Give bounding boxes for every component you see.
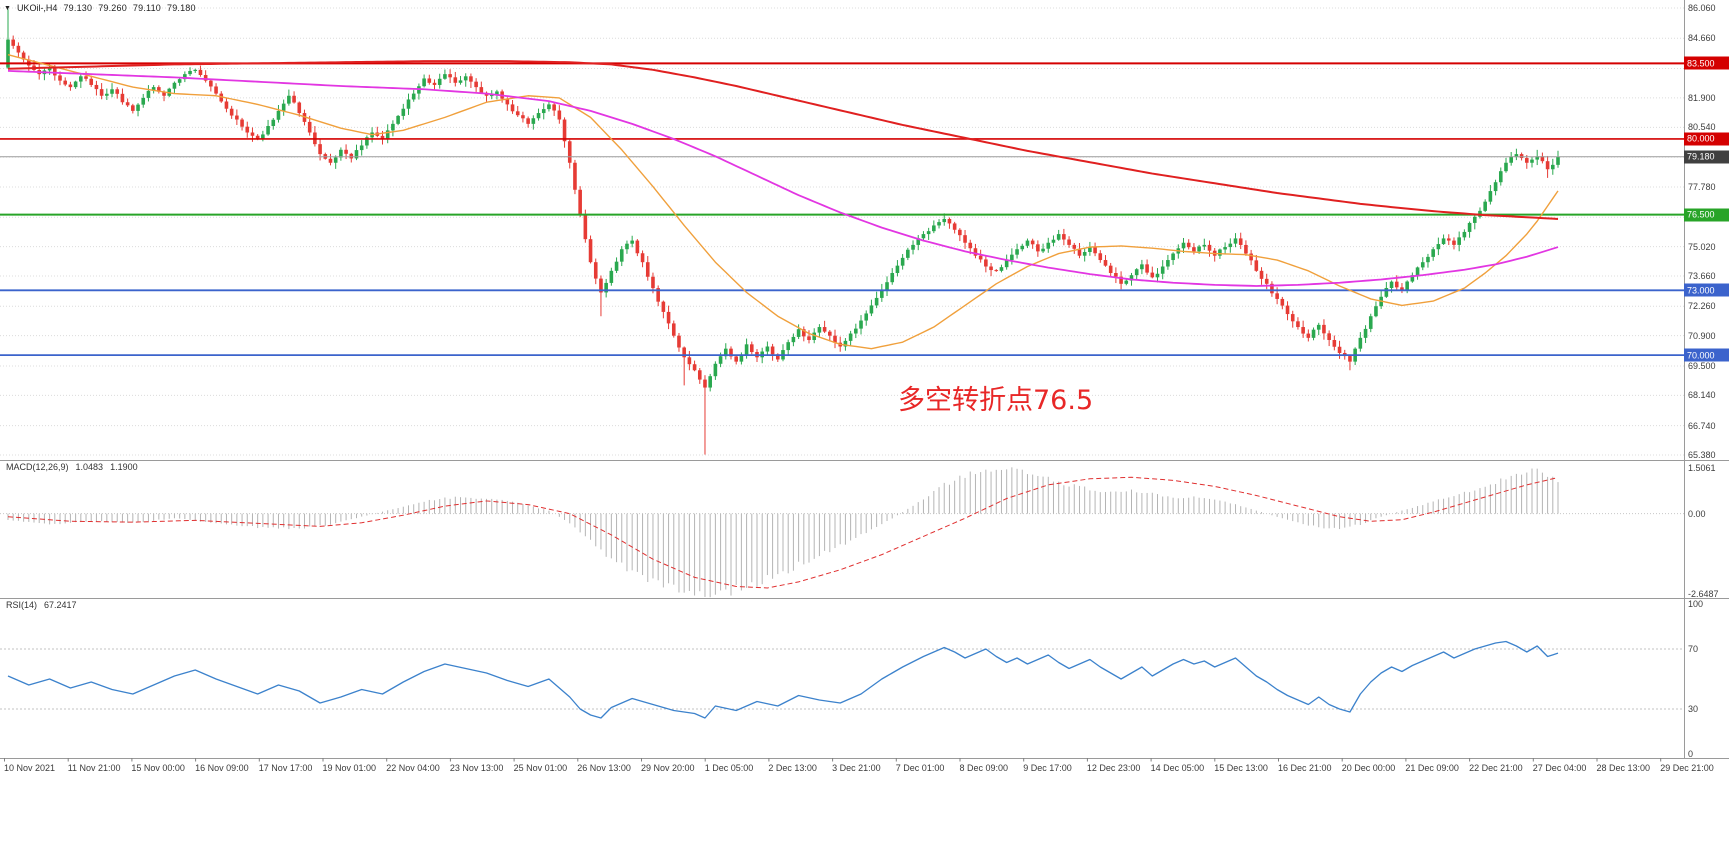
rsi-axis-label: 70 [1688, 644, 1699, 654]
macd-axis-label: 0.00 [1688, 508, 1706, 519]
time-axis-label: 19 Nov 01:00 [322, 763, 377, 773]
time-axis-label: 3 Dec 21:00 [832, 763, 881, 773]
ohlc-close: 79.180 [166, 3, 196, 13]
time-axis-label: 22 Nov 04:00 [386, 763, 440, 773]
price-axis-label: 80.540 [1688, 122, 1716, 133]
rsi-value: 67.2417 [44, 600, 77, 610]
rsi-name: RSI(14) [6, 600, 38, 610]
time-axis-label: 27 Dec 04:00 [1532, 763, 1587, 773]
time-axis-label: 29 Dec 21:00 [1660, 763, 1714, 773]
rsi-axis-label: 100 [1688, 599, 1704, 609]
time-axis-label: 10 Nov 2021 [4, 763, 56, 773]
price-axis-label: 66.740 [1688, 420, 1716, 431]
annotation-text[interactable]: 多空转折点76.5 [898, 385, 1094, 416]
time-axis-label: 14 Dec 05:00 [1150, 763, 1205, 773]
symbol-timeframe: UKOil-,H4 [16, 3, 58, 13]
ohlc-low: 79.110 [132, 3, 161, 13]
macd-axis-label: 1.5061 [1688, 463, 1716, 473]
chart-header: ▼ UKOil-,H4 79.130 79.260 79.110 79.180 [4, 3, 196, 13]
price-axis-label: 75.020 [1688, 241, 1716, 252]
time-axis-label: 15 Nov 00:00 [131, 763, 185, 773]
time-axis-label: 20 Dec 00:00 [1341, 763, 1396, 773]
price-axis-label: 84.660 [1688, 33, 1716, 44]
macd-value: 1.0483 [75, 462, 104, 472]
macd-name: MACD(12,26,9) [6, 462, 69, 472]
price-axis-label: 70.900 [1688, 330, 1716, 341]
price-axis-label: 77.780 [1688, 181, 1716, 192]
time-axis-label: 7 Dec 01:00 [895, 763, 945, 773]
time-axis-label: 11 Nov 21:00 [67, 763, 121, 773]
price-axis-badge: 70.000 [1684, 348, 1729, 362]
time-axis-label: 16 Nov 09:00 [195, 763, 249, 773]
time-axis-label: 12 Dec 23:00 [1086, 763, 1141, 773]
price-axis-label: 69.500 [1688, 360, 1716, 371]
time-axis-label: 26 Nov 13:00 [577, 763, 631, 773]
price-axis-label: 72.260 [1688, 301, 1716, 312]
price-axis-label: 65.380 [1688, 450, 1716, 460]
rsi-axis-label: 30 [1688, 704, 1699, 714]
price-axis-badge: 73.000 [1684, 283, 1729, 297]
time-axis-label: 9 Dec 17:00 [1023, 763, 1072, 773]
ohlc-high: 79.260 [98, 3, 127, 13]
time-axis-label: 8 Dec 09:00 [959, 763, 1009, 773]
price-axis-badge: 80.000 [1684, 132, 1729, 146]
time-axis-label: 25 Nov 01:00 [513, 763, 568, 773]
price-axis-label: 86.060 [1688, 3, 1716, 13]
time-axis-label: 15 Dec 13:00 [1214, 763, 1268, 773]
time-axis-label: 1 Dec 05:00 [704, 763, 754, 773]
price-axis-badge: 79.180 [1684, 150, 1729, 164]
macd-indicator-label: MACD(12,26,9) 1.0483 1.1900 [6, 462, 138, 472]
rsi-indicator-label: RSI(14) 67.2417 [6, 600, 77, 610]
price-axis-label: 81.900 [1688, 92, 1716, 103]
time-axis-label: 2 Dec 13:00 [768, 763, 817, 773]
rsi-axis-label: 0 [1688, 749, 1694, 759]
price-axis-badge: 83.500 [1684, 56, 1729, 70]
time-axis-label: 21 Dec 09:00 [1405, 763, 1459, 773]
macd-signal-value: 1.1900 [110, 462, 138, 472]
time-axis-label: 22 Dec 21:00 [1469, 763, 1523, 773]
price-axis-label: 73.660 [1688, 271, 1716, 282]
time-axis[interactable]: 10 Nov 2021 11 Nov 21:00 15 Nov 00:00 16 No… [0, 758, 1729, 782]
time-axis-label: 28 Dec 13:00 [1596, 763, 1651, 773]
time-axis-label: 29 Nov 20:00 [641, 763, 695, 773]
collapse-arrow-icon[interactable]: ▼ [4, 4, 11, 12]
ohlc-open: 79.130 [63, 3, 93, 13]
time-axis-label: 23 Nov 13:00 [449, 763, 504, 773]
time-axis-label: 16 Dec 21:00 [1278, 763, 1332, 773]
time-axis-label: 17 Nov 17:00 [258, 763, 313, 773]
price-axis[interactable]: 86.060 84.660 81.900 80.540 77.780 75.020 73.6… [1684, 0, 1729, 759]
macd-axis-label: -2.6487 [1688, 589, 1719, 599]
price-axis-label: 68.140 [1688, 390, 1716, 401]
price-axis-badge: 76.500 [1684, 208, 1729, 222]
